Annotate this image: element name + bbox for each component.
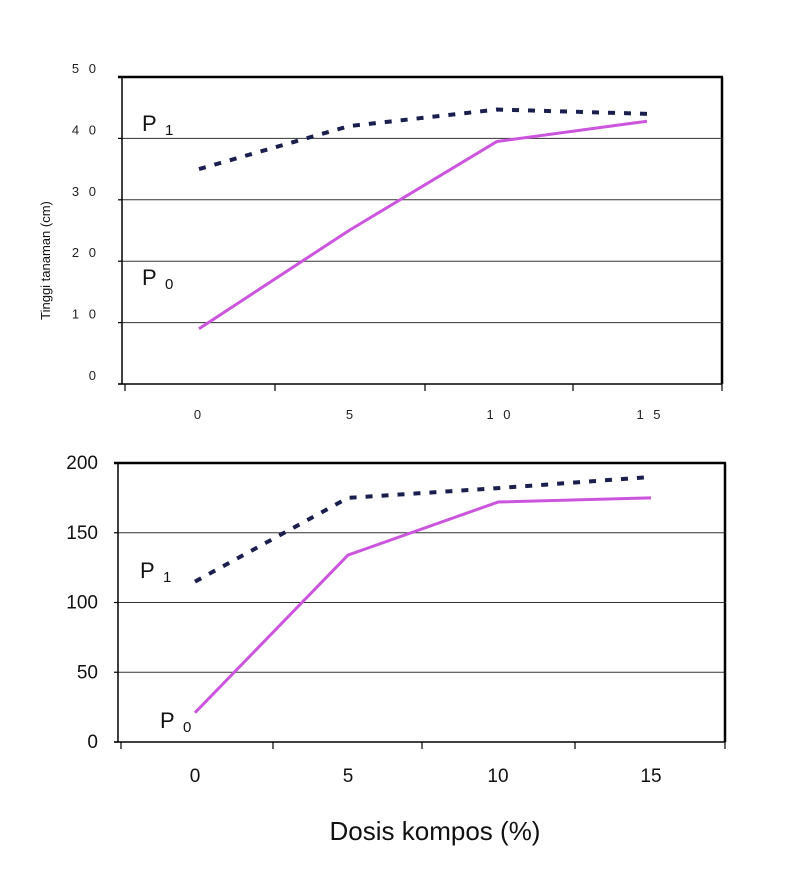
series-label-p1: P [140, 558, 155, 583]
x-tick-label: 15 [640, 766, 661, 787]
x-tick-label: 5 [346, 407, 356, 422]
x-tick-label: 0 [190, 766, 201, 787]
series-line-p0 [198, 119, 648, 330]
series-label-sub-p0: 0 [183, 719, 191, 736]
y-tick-label: 0 [87, 732, 98, 753]
y-tick-label: 0 [89, 368, 99, 383]
x-tick-label: 1 0 [486, 407, 513, 422]
x-tick-label: 5 [343, 766, 354, 787]
y-tick-label: 5 0 [72, 61, 99, 76]
series-line-p0 [193, 496, 652, 714]
y-tick-label: 200 [66, 453, 98, 474]
series-label-sub-p0: 0 [165, 276, 173, 293]
series-label-p0: P [142, 265, 157, 290]
y-tick-label: 1 0 [72, 307, 99, 322]
y-tick-label: 100 [66, 593, 98, 614]
series-label-p1: P [142, 111, 157, 136]
x-tick-label: 10 [487, 766, 508, 787]
x-tick-label: 1 5 [636, 407, 663, 422]
x-tick-label: 0 [194, 407, 204, 422]
x-axis-title: Dosis kompos (%) [330, 816, 541, 846]
y-tick-label: 150 [66, 523, 98, 544]
series-label-sub-p1: 1 [163, 569, 171, 586]
y-tick-label: 2 0 [72, 245, 99, 260]
y-tick-label: 4 0 [72, 122, 99, 137]
y-tick-label: 50 [77, 662, 98, 683]
series-line-p1 [194, 474, 652, 584]
series-line-p1 [198, 107, 648, 172]
y-tick-label: 3 0 [72, 184, 99, 199]
y-axis-title: Tinggi tanaman (cm) [38, 201, 53, 320]
series-label-sub-p1: 1 [165, 122, 173, 139]
series-label-p0: P [160, 708, 175, 733]
